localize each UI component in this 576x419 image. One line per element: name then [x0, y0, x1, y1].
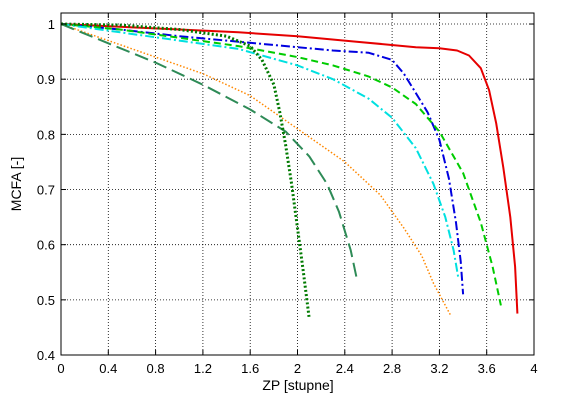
x-tick-label: 1.2 — [194, 361, 212, 376]
series-line-3 — [60, 23, 502, 306]
series-line-4 — [60, 23, 460, 278]
y-tick-label: 0.9 — [37, 72, 55, 87]
y-tick-labels: 0.4 0.5 0.6 0.7 0.8 0.9 1 — [37, 17, 55, 363]
x-axis-label: ZP [stupne] — [262, 377, 333, 393]
x-tick-label: 2.8 — [383, 361, 401, 376]
y-tick-label: 0.6 — [37, 238, 55, 253]
x-tick-label: 0.8 — [147, 361, 165, 376]
series-line-2 — [60, 23, 465, 295]
y-tick-label: 0.5 — [37, 293, 55, 308]
series-line-1 — [60, 23, 519, 314]
x-tick-label: 2.4 — [336, 361, 354, 376]
x-tick-label: 3.2 — [430, 361, 448, 376]
x-tick-label: 2 — [294, 361, 301, 376]
x-tick-label: 3.6 — [478, 361, 496, 376]
x-tick-label: 0 — [57, 361, 64, 376]
series-line-7 — [60, 22, 311, 320]
y-tick-label: 0.7 — [37, 183, 55, 198]
series-layer — [60, 22, 519, 320]
x-tick-labels: 0 0.4 0.8 1.2 1.6 2 2.4 2.8 3.2 3.6 4 — [57, 361, 537, 376]
grid-lines — [61, 13, 534, 355]
y-tick-label: 0.4 — [37, 348, 55, 363]
tick-marks — [60, 13, 535, 356]
y-tick-label: 0.8 — [37, 127, 55, 142]
y-axis-label: MCFA [-] — [8, 157, 24, 211]
x-tick-label: 4 — [530, 361, 537, 376]
x-tick-label: 1.6 — [241, 361, 259, 376]
series-line-5 — [60, 23, 452, 317]
series-line-6 — [60, 23, 358, 279]
x-tick-label: 0.4 — [99, 361, 117, 376]
y-tick-label: 1 — [48, 17, 55, 32]
